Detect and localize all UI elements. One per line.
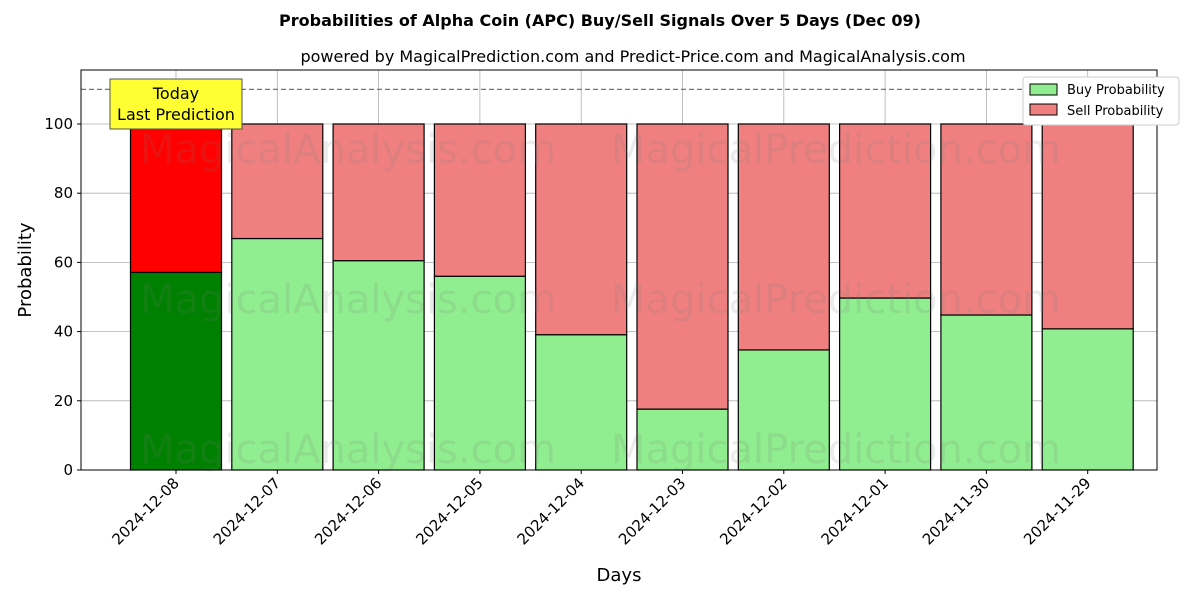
buy-bar: [1041, 328, 1134, 471]
legend-buy-swatch: [1029, 83, 1058, 96]
buy-bar: [838, 297, 932, 471]
y-tick-label: 0: [63, 461, 73, 479]
annotation-line-1: Today: [152, 84, 199, 103]
watermark: MagicalAnalysis.com: [140, 427, 556, 473]
y-tick-label: 20: [54, 392, 73, 410]
y-tick-label: 80: [54, 184, 73, 202]
watermark: MagicalAnalysis.com: [140, 277, 556, 323]
x-tick-label: 2024-12-08: [108, 474, 182, 548]
x-axis-label: Days: [597, 565, 642, 586]
annotation-box: [109, 78, 243, 130]
x-tick-label: 2024-12-01: [818, 474, 892, 548]
sell-bar: [433, 123, 526, 277]
annotation-line-2: Last Prediction: [117, 105, 235, 124]
watermark: MagicalAnalysis.com: [140, 127, 556, 173]
watermark: MagicalPrediction.com: [611, 127, 1061, 173]
x-tick-label: 2024-12-05: [412, 474, 486, 548]
sell-bar: [737, 123, 830, 351]
buy-bar: [535, 334, 628, 471]
buy-bar: [231, 237, 324, 471]
y-tick-label: 60: [54, 253, 73, 271]
sell-bar: [940, 123, 1033, 316]
legend: Buy Probability Sell Probability: [1022, 76, 1180, 126]
sell-bar: [129, 123, 223, 274]
x-tick-label: 2024-12-07: [210, 474, 284, 548]
sell-bar: [535, 123, 628, 336]
buy-bar: [129, 271, 223, 471]
legend-sell-label: Sell Probability: [1067, 104, 1164, 119]
x-tick-label: 2024-12-02: [716, 474, 790, 548]
legend-box: [1022, 76, 1180, 126]
sell-bar: [838, 123, 932, 299]
sell-bar: [231, 123, 324, 240]
y-tick-label: 40: [54, 323, 73, 341]
x-tick-label: 2024-12-03: [615, 474, 689, 548]
chart-subtitle: powered by MagicalPrediction.com and Pre…: [300, 47, 965, 66]
y-axis-label: Probability: [15, 222, 36, 317]
annotation: Today Last Prediction: [109, 78, 243, 130]
legend-sell-swatch: [1029, 103, 1058, 116]
x-tick-label: 2024-12-06: [311, 474, 385, 548]
sell-bar: [332, 123, 425, 262]
buy-bar: [332, 260, 425, 471]
buy-bar: [940, 314, 1033, 471]
y-tick-label: 100: [44, 115, 73, 133]
chart-title: Probabilities of Alpha Coin (APC) Buy/Se…: [279, 11, 921, 30]
watermark: MagicalPrediction.com: [611, 277, 1061, 323]
x-tick-label: 2024-11-30: [919, 474, 993, 548]
sell-bar: [636, 123, 729, 410]
buy-bar: [737, 349, 830, 471]
x-tick-label: 2024-11-29: [1020, 474, 1094, 548]
plot-frame: [80, 69, 1158, 471]
legend-buy-label: Buy Probability: [1067, 83, 1165, 98]
watermark: MagicalPrediction.com: [611, 427, 1061, 473]
x-tick-label: 2024-12-04: [514, 474, 588, 548]
